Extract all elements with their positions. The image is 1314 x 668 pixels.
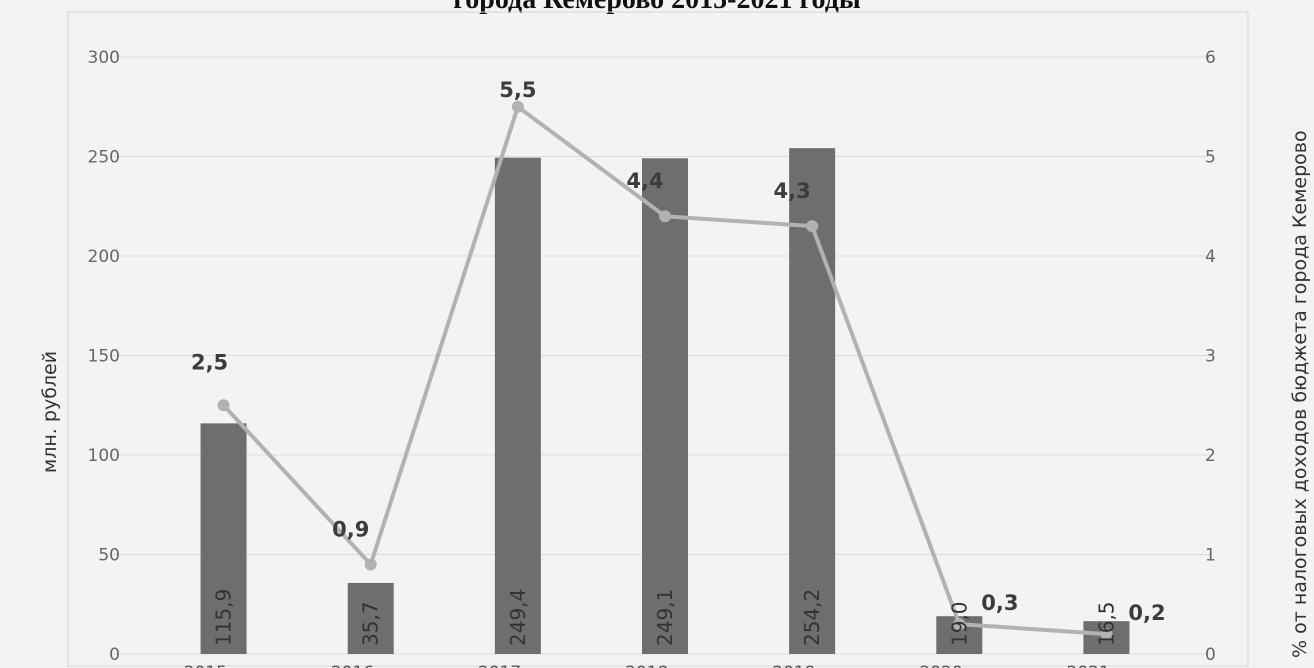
bar (494, 157, 541, 654)
x-tick-label: 2015 год (184, 663, 264, 668)
bar-value-label: 19,0 (947, 601, 971, 646)
line-point (1100, 628, 1113, 641)
y2-tick-label: 4 (1205, 247, 1216, 267)
line-point (806, 220, 819, 233)
chart-title: города Кемерово 2015-2021 годы (0, 0, 1314, 16)
y2-tick-label: 2 (1205, 446, 1216, 466)
bar-value-label: 249,4 (506, 589, 530, 646)
bar (347, 582, 394, 654)
y-tick-label: 200 (88, 247, 120, 267)
y-axis-label: млн. рублей (39, 351, 61, 473)
bar (789, 148, 836, 654)
plot-frame (67, 11, 1249, 667)
y-tick-label: 250 (88, 148, 120, 168)
y2-tick-label: 3 (1205, 347, 1216, 367)
line-point (511, 100, 524, 113)
line-value-label: 4,4 (626, 169, 663, 193)
y-tick-label: 50 (98, 546, 120, 566)
line-value-label: 0,2 (1128, 601, 1165, 625)
axis-ticks: 0 50 100 150 200 250 300 0 1 2 3 4 5 6 2015 год 2016 го… (88, 48, 1216, 668)
x-tick-label: 2020 год (919, 663, 999, 668)
y2-tick-label: 5 (1205, 148, 1216, 168)
line-value-label: 5,5 (499, 78, 536, 102)
line-value-label: 0,3 (981, 591, 1018, 615)
line-point (953, 618, 966, 631)
x-tick-label: 2021 год (1067, 663, 1147, 668)
line-point (217, 399, 230, 412)
y-tick-label: 300 (88, 48, 120, 68)
line-point (659, 210, 671, 223)
x-tick-label: 2018 год (625, 663, 705, 668)
bar-series (200, 148, 1130, 654)
x-tick-label: 2016 год (331, 663, 411, 668)
line-value-label: 4,3 (774, 179, 811, 203)
x-tick-label: 2017 год (478, 663, 558, 668)
bar-value-label: 249,1 (653, 589, 677, 646)
bar-value-label: 254,2 (800, 589, 824, 646)
y2-tick-label: 6 (1205, 48, 1216, 68)
y-tick-label: 150 (88, 347, 120, 367)
y2-tick-label: 0 (1205, 645, 1216, 665)
y-tick-label: 100 (88, 446, 120, 466)
data-labels: 115,9 35,7 249,4 249,1 254,2 19,0 16,5 2,5 0,9 5,… (191, 78, 1166, 646)
bar (200, 423, 247, 654)
line-value-label: 2,5 (191, 350, 228, 374)
y2-tick-label: 1 (1205, 546, 1216, 566)
bar-value-label: 115,9 (212, 589, 236, 646)
line-series (217, 100, 1113, 641)
bar-value-label: 35,7 (359, 601, 383, 646)
y-tick-label: 0 (109, 645, 120, 665)
line-point (364, 558, 377, 571)
bar (642, 158, 688, 654)
y2-axis-label: % от налоговых доходов бюджета города Ке… (1289, 130, 1311, 658)
bar-value-label: 16,5 (1094, 601, 1118, 646)
line-value-label: 0,9 (332, 517, 369, 541)
x-tick-label: 2019 год (772, 663, 852, 668)
